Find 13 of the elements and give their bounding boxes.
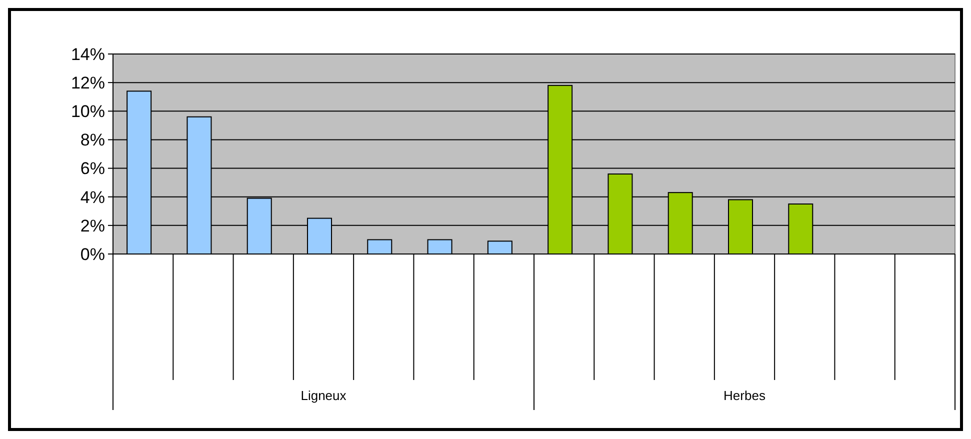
y-tick-label: 0% <box>80 244 105 264</box>
bar <box>367 239 392 254</box>
text: Herbes <box>724 388 766 403</box>
y-tick-label: 8% <box>80 130 105 150</box>
y-tick-label: 4% <box>80 188 105 207</box>
text: Ligneux <box>300 388 347 403</box>
y-tick-label: 14% <box>70 44 105 64</box>
y-tick-label: 6% <box>80 159 105 178</box>
bar <box>427 239 452 254</box>
y-tick-label: 10% <box>70 102 105 122</box>
y-tick-label: 2% <box>80 216 105 236</box>
bar <box>487 240 512 254</box>
y-tick-label: 12% <box>70 74 105 93</box>
